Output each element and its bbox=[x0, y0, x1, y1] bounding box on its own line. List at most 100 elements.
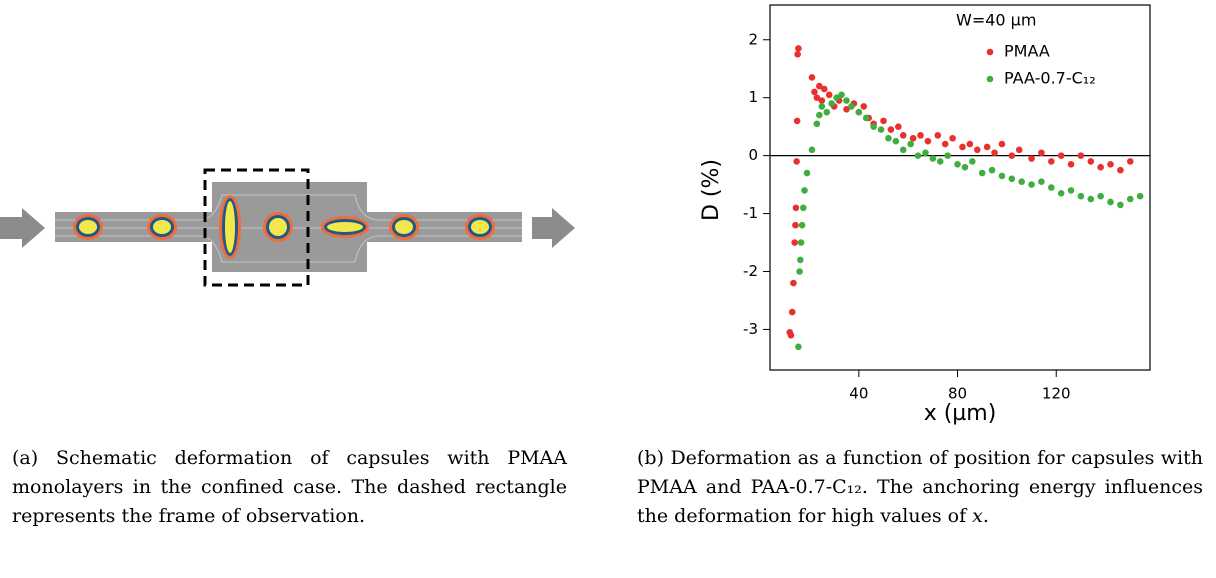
data-point bbox=[961, 163, 969, 171]
data-point bbox=[929, 155, 937, 162]
data-point bbox=[843, 105, 850, 113]
data-point bbox=[973, 146, 981, 154]
data-point bbox=[1126, 195, 1134, 203]
data-point bbox=[978, 169, 986, 177]
schematic bbox=[0, 168, 575, 287]
y-tick-label: -2 bbox=[743, 262, 758, 280]
data-point bbox=[801, 187, 808, 194]
data-point bbox=[1038, 149, 1045, 157]
y-tick-label: 2 bbox=[748, 30, 758, 48]
data-point bbox=[944, 152, 951, 159]
data-point bbox=[823, 108, 831, 116]
data-point bbox=[892, 137, 900, 145]
data-point bbox=[1028, 155, 1035, 162]
data-point bbox=[1117, 166, 1124, 174]
data-point bbox=[895, 123, 902, 130]
data-point bbox=[825, 91, 833, 99]
data-point bbox=[794, 50, 801, 58]
data-point bbox=[860, 103, 868, 110]
data-point bbox=[880, 117, 887, 125]
data-point bbox=[877, 126, 885, 133]
data-point bbox=[966, 140, 974, 148]
legend-marker bbox=[986, 75, 994, 83]
data-point bbox=[1077, 152, 1085, 159]
data-point bbox=[1008, 175, 1016, 183]
data-point bbox=[1097, 192, 1104, 200]
data-point bbox=[820, 85, 828, 93]
data-point bbox=[914, 152, 922, 159]
data-point bbox=[998, 172, 1006, 180]
data-point bbox=[798, 221, 806, 229]
y-tick-label: -1 bbox=[743, 204, 758, 222]
data-point bbox=[796, 268, 803, 275]
data-point bbox=[791, 239, 798, 246]
data-point bbox=[887, 126, 895, 133]
data-point bbox=[949, 134, 956, 142]
legend-title: W=40 µm bbox=[956, 11, 1036, 30]
data-point bbox=[800, 204, 807, 212]
data-point bbox=[816, 82, 823, 90]
data-point bbox=[1057, 189, 1065, 197]
data-point bbox=[1057, 152, 1065, 159]
caption-text: Deformation as a function of position fo… bbox=[637, 447, 1203, 527]
data-point bbox=[1038, 178, 1045, 186]
data-point bbox=[1087, 195, 1095, 203]
data-point bbox=[855, 108, 863, 116]
data-point bbox=[792, 221, 799, 229]
data-point bbox=[792, 204, 800, 212]
data-point bbox=[1047, 184, 1055, 191]
data-point bbox=[922, 149, 929, 157]
data-point bbox=[1136, 192, 1144, 200]
data-point bbox=[988, 166, 996, 174]
data-point bbox=[899, 132, 907, 139]
data-point bbox=[818, 97, 826, 104]
plot-frame bbox=[769, 4, 1151, 371]
data-point bbox=[1097, 163, 1104, 171]
data-point bbox=[991, 149, 998, 157]
data-point bbox=[1117, 201, 1124, 209]
observation-frame bbox=[203, 168, 310, 287]
data-point bbox=[969, 158, 976, 165]
arrow-in bbox=[0, 208, 45, 248]
caption-b: (b) Deformation as a function of positio… bbox=[637, 444, 1203, 531]
data-point bbox=[816, 111, 823, 119]
arrow-out bbox=[532, 208, 575, 248]
data-point bbox=[795, 45, 802, 52]
data-point bbox=[813, 120, 821, 128]
data-point bbox=[818, 103, 826, 110]
data-point bbox=[1077, 192, 1085, 200]
data-point bbox=[1018, 178, 1025, 186]
data-point bbox=[787, 331, 795, 339]
data-point bbox=[862, 114, 870, 122]
legend-label: PAA-0.7-C₁₂ bbox=[1004, 69, 1096, 88]
x-tick-label: 120 bbox=[1042, 385, 1071, 403]
data-point bbox=[1015, 146, 1023, 154]
caption-text: Schematic deformation of capsules with P… bbox=[12, 447, 567, 527]
data-point bbox=[983, 143, 991, 151]
data-point bbox=[936, 158, 944, 165]
data-point bbox=[941, 140, 949, 148]
data-point bbox=[917, 132, 924, 139]
data-point bbox=[1107, 198, 1114, 206]
legend-label: PMAA bbox=[1004, 42, 1050, 61]
x-tick-label: 40 bbox=[849, 385, 868, 403]
data-point bbox=[1107, 161, 1114, 168]
data-point bbox=[998, 140, 1006, 148]
data-point bbox=[838, 91, 845, 99]
x-axis-label: x (µm) bbox=[924, 401, 997, 426]
data-point bbox=[797, 239, 805, 246]
chart: D (%) x (µm) W=40 µm -3 -2 -1 0 1 2 40 80 120 PMA… bbox=[699, 4, 1151, 426]
data-point bbox=[870, 123, 877, 130]
caption-variable: x bbox=[972, 505, 983, 527]
data-point bbox=[828, 100, 835, 107]
data-point bbox=[899, 146, 907, 154]
data-point bbox=[797, 256, 804, 264]
x-tick-label: 80 bbox=[948, 385, 967, 403]
data-point bbox=[808, 74, 816, 81]
data-point bbox=[909, 134, 917, 142]
data-point bbox=[934, 132, 942, 139]
data-point bbox=[1126, 158, 1134, 165]
data-point bbox=[808, 146, 816, 154]
caption-text: . bbox=[982, 505, 989, 527]
data-point bbox=[954, 161, 961, 168]
